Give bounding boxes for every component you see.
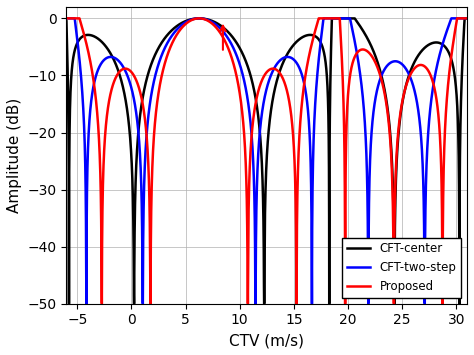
CFT-center	[166, 31, 172, 36]
Proposed	[99, 302, 104, 306]
CFT-center	[66, 302, 72, 306]
Y-axis label: Amplitude (dB): Amplitude (dB)	[7, 98, 22, 213]
Proposed	[80, 28, 86, 33]
X-axis label: CTV (m/s): CTV (m/s)	[229, 333, 304, 348]
Line: Proposed: Proposed	[61, 18, 474, 304]
Proposed	[312, 31, 318, 35]
CFT-two-step	[120, 64, 126, 69]
Proposed	[58, 16, 64, 21]
CFT-two-step	[272, 66, 277, 70]
CFT-two-step	[83, 302, 89, 306]
Line: CFT-center: CFT-center	[61, 18, 474, 304]
Proposed	[278, 72, 283, 76]
CFT-center	[80, 34, 86, 38]
CFT-center	[278, 67, 283, 71]
CFT-center	[312, 34, 318, 38]
Proposed	[166, 49, 172, 53]
CFT-two-step	[166, 38, 172, 43]
CFT-two-step	[58, 16, 64, 21]
Proposed	[120, 67, 126, 71]
Proposed	[272, 67, 277, 71]
CFT-two-step	[312, 114, 318, 119]
CFT-two-step	[80, 102, 86, 106]
Line: CFT-two-step: CFT-two-step	[61, 18, 474, 304]
CFT-two-step	[278, 58, 283, 62]
CFT-center	[120, 85, 126, 89]
CFT-center	[58, 16, 64, 21]
CFT-center	[272, 88, 277, 93]
Legend: CFT-center, CFT-two-step, Proposed: CFT-center, CFT-two-step, Proposed	[342, 237, 461, 298]
